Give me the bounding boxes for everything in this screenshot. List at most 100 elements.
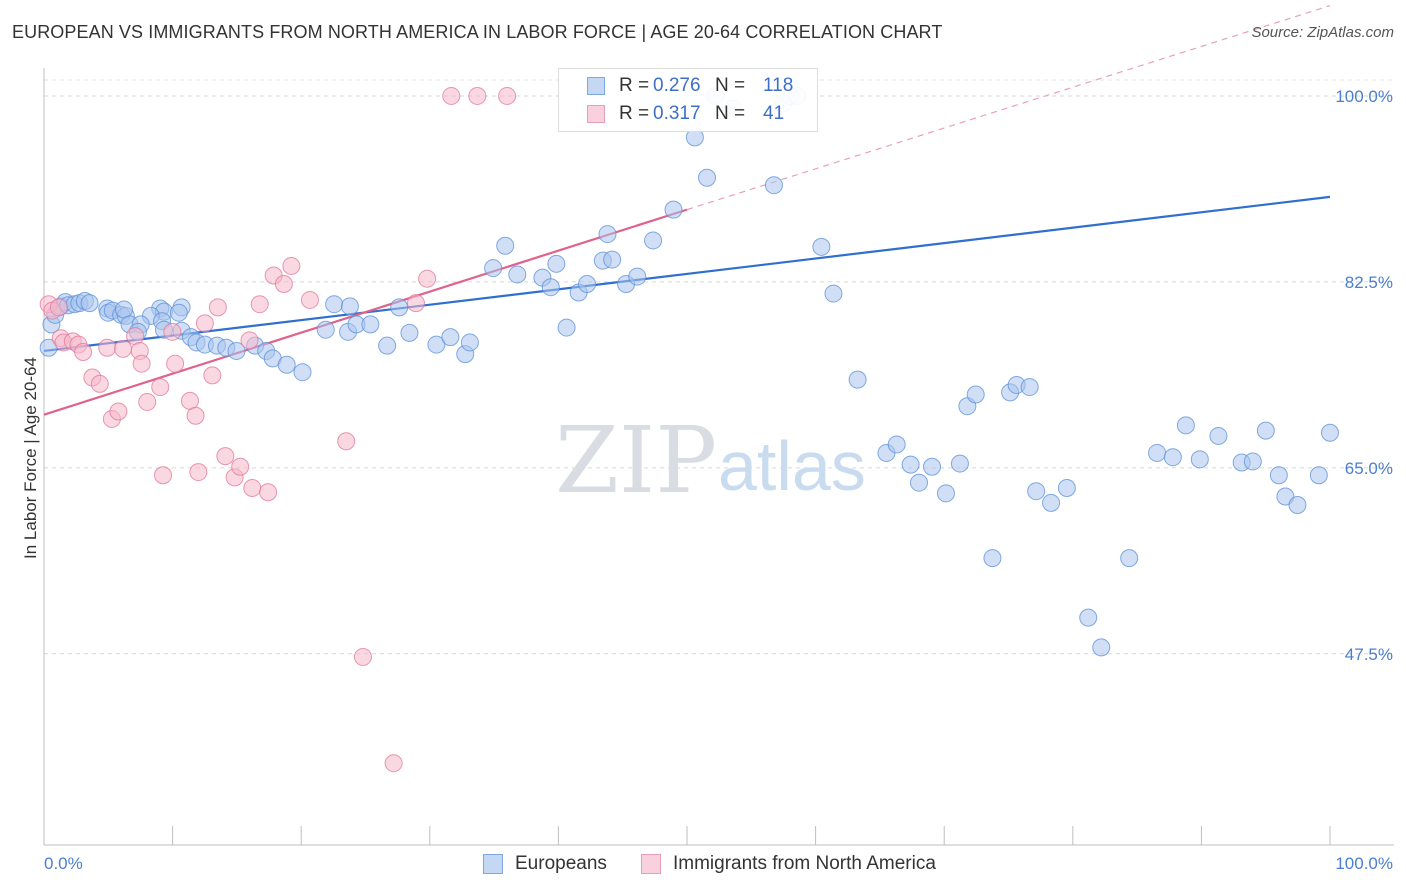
data-point bbox=[764, 176, 783, 195]
trend-line-europeans bbox=[43, 195, 1331, 353]
data-point bbox=[644, 231, 663, 250]
data-point bbox=[277, 355, 296, 374]
x-tick-label: 0.0% bbox=[44, 854, 83, 873]
data-point bbox=[390, 298, 409, 317]
chart-title: EUROPEAN VS IMMIGRANTS FROM NORTH AMERIC… bbox=[12, 22, 943, 42]
data-point bbox=[250, 295, 269, 314]
data-point bbox=[557, 318, 576, 337]
data-point bbox=[340, 297, 359, 316]
stats-n-value: 41 bbox=[763, 103, 785, 124]
legend-label-immigrants: Immigrants from North America bbox=[673, 853, 936, 874]
data-point bbox=[293, 363, 312, 382]
data-point bbox=[427, 335, 446, 354]
tick-label-layer: 47.5% 65.0% 82.5% 100.0% 0.0% 100.0% bbox=[44, 87, 1393, 873]
data-point bbox=[109, 402, 128, 421]
data-point bbox=[406, 294, 425, 313]
data-point bbox=[400, 323, 419, 342]
data-point bbox=[243, 479, 262, 497]
data-point bbox=[1057, 479, 1076, 497]
data-point bbox=[154, 466, 173, 485]
data-point bbox=[901, 455, 920, 474]
data-point bbox=[468, 86, 487, 105]
data-point bbox=[496, 236, 515, 255]
x-tick-label: 100.0% bbox=[1335, 854, 1393, 873]
data-point bbox=[887, 435, 906, 454]
data-point bbox=[418, 269, 437, 288]
data-point bbox=[603, 250, 622, 269]
data-point bbox=[1148, 443, 1167, 462]
data-point bbox=[151, 378, 170, 397]
data-point bbox=[189, 463, 208, 482]
data-point bbox=[541, 278, 560, 297]
data-point bbox=[578, 275, 597, 293]
data-point bbox=[282, 256, 301, 275]
watermark-zip: ZIP bbox=[555, 407, 717, 514]
series-europeans bbox=[39, 86, 1339, 657]
data-point bbox=[598, 225, 617, 244]
data-point bbox=[442, 86, 461, 105]
data-point bbox=[166, 354, 185, 373]
data-point bbox=[337, 432, 356, 451]
data-point bbox=[697, 168, 716, 187]
data-point bbox=[163, 322, 182, 341]
data-point bbox=[1321, 423, 1339, 442]
legend-swatch-immigrants bbox=[641, 854, 661, 874]
data-point bbox=[1092, 638, 1111, 657]
data-point bbox=[441, 328, 460, 347]
data-point bbox=[231, 457, 250, 476]
series-immigrants bbox=[39, 86, 517, 773]
trend-layer bbox=[43, 5, 1331, 416]
data-point bbox=[274, 275, 293, 293]
data-point bbox=[353, 647, 372, 666]
data-point bbox=[983, 549, 1002, 568]
data-point bbox=[240, 331, 259, 350]
y-tick-label: 47.5% bbox=[1345, 645, 1393, 664]
data-point bbox=[90, 374, 109, 393]
data-point bbox=[547, 254, 566, 273]
data-point bbox=[824, 284, 843, 303]
legend-label-europeans: Europeans bbox=[515, 853, 607, 874]
stats-r-value: 0.317 bbox=[653, 103, 701, 124]
data-point bbox=[1120, 549, 1139, 568]
data-point bbox=[126, 327, 145, 346]
data-point bbox=[316, 320, 335, 339]
stats-swatch-europeans bbox=[587, 77, 605, 95]
data-point bbox=[498, 86, 517, 105]
stats-swatch-immigrants bbox=[587, 105, 605, 123]
data-point bbox=[460, 333, 479, 352]
data-point bbox=[508, 265, 527, 284]
stats-n-value: 118 bbox=[763, 75, 794, 96]
data-point bbox=[208, 298, 227, 317]
points-layer bbox=[39, 86, 1339, 773]
data-point bbox=[1163, 448, 1182, 467]
y-tick-label: 100.0% bbox=[1335, 87, 1393, 106]
data-point bbox=[49, 298, 68, 317]
source-text: Source: ZipAtlas.com bbox=[1251, 24, 1394, 41]
stats-n-label: N = bbox=[715, 75, 746, 96]
watermark: ZIP atlas bbox=[555, 407, 866, 514]
data-point bbox=[1243, 452, 1262, 471]
legend: Europeans Immigrants from North America bbox=[0, 852, 1406, 878]
data-point bbox=[169, 303, 188, 322]
data-point bbox=[1079, 608, 1098, 627]
data-point bbox=[936, 484, 955, 503]
data-point bbox=[966, 385, 985, 404]
data-point bbox=[138, 392, 157, 411]
data-point bbox=[1288, 496, 1307, 514]
y-tick-label: 82.5% bbox=[1345, 273, 1393, 292]
grid-layer bbox=[44, 79, 1394, 655]
data-point bbox=[132, 354, 151, 373]
data-point bbox=[1209, 426, 1228, 445]
data-point bbox=[384, 754, 403, 773]
data-point bbox=[325, 295, 344, 314]
data-point bbox=[664, 200, 683, 219]
data-point bbox=[848, 370, 867, 389]
data-point bbox=[227, 341, 246, 360]
data-point bbox=[950, 454, 969, 473]
axis-layer bbox=[43, 68, 1394, 846]
stats-r-value: 0.276 bbox=[653, 75, 701, 96]
trend-line-immigrants-extension bbox=[686, 5, 1331, 211]
data-point bbox=[1309, 466, 1328, 485]
data-point bbox=[1256, 421, 1275, 440]
